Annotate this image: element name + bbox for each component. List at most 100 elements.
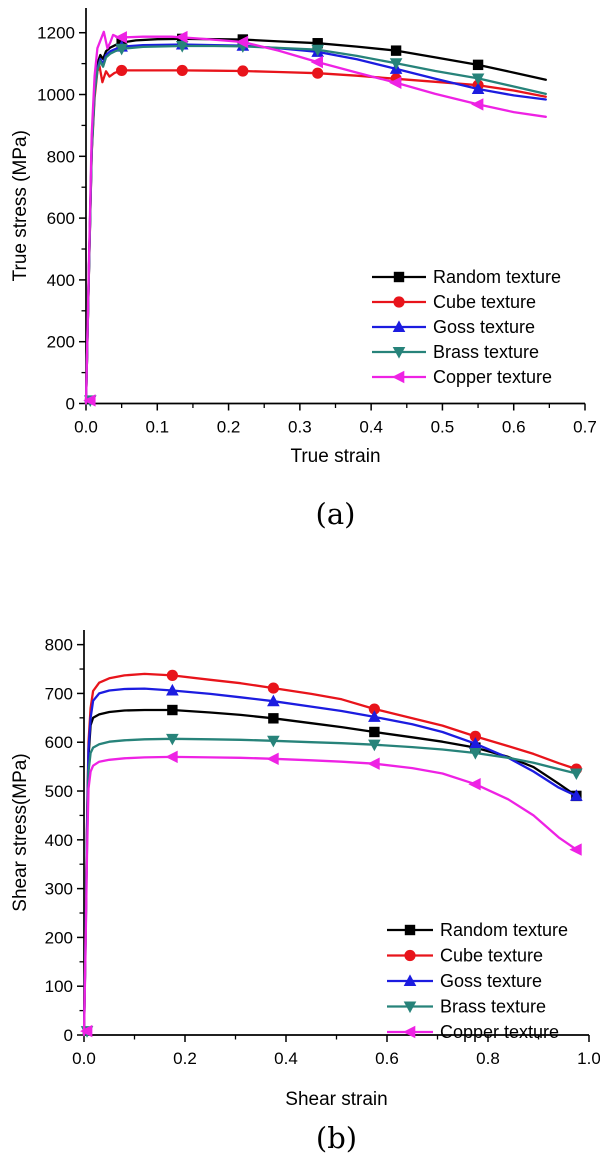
triangle-down-marker xyxy=(570,768,583,781)
series-brass-texture xyxy=(80,733,583,1038)
legend: Random texture Cube texture Goss texture Br… xyxy=(387,920,568,1042)
x-tick-label: 0.6 xyxy=(502,418,526,437)
y-tick-label: 1000 xyxy=(37,86,75,105)
triangle-down-marker xyxy=(267,735,280,748)
legend-label: Copper texture xyxy=(440,1022,559,1042)
legend-entry-goss-texture: Goss texture xyxy=(387,971,542,991)
square-marker xyxy=(393,271,405,283)
triangle-left-marker xyxy=(569,843,582,856)
y-axis-title: Shear stress(MPa) xyxy=(10,753,31,911)
triangle-left-marker xyxy=(392,370,405,384)
legend-label: Random texture xyxy=(433,267,561,287)
triangle-down-marker xyxy=(115,43,128,56)
y-tick-label: 200 xyxy=(45,928,73,947)
square-marker xyxy=(404,924,416,936)
y-tick-label: 800 xyxy=(47,147,75,166)
triangle-up-marker xyxy=(368,710,381,722)
triangle-down-marker xyxy=(166,733,179,746)
series-copper-texture xyxy=(83,30,547,407)
x-tick-label: 0.2 xyxy=(173,1049,197,1068)
axis-ticks: 0.0 0.1 0.2 0.3 0.4 0.5 0.6 0.7 0 200 400 600 800 100… xyxy=(37,24,597,437)
legend-label: Cube texture xyxy=(433,292,536,312)
series-line-copper-texture xyxy=(84,30,547,405)
circle-marker xyxy=(393,296,405,308)
triangle-up-marker xyxy=(403,974,417,986)
legend-label: Goss texture xyxy=(440,971,542,991)
square-marker xyxy=(369,726,380,738)
series-goss-texture xyxy=(82,683,583,1037)
triangle-down-marker xyxy=(392,347,406,359)
square-marker xyxy=(390,45,402,56)
circle-marker xyxy=(368,703,380,715)
legend: Random texture Cube texture Goss texture Br… xyxy=(372,267,561,387)
x-tick-label: 0.3 xyxy=(288,418,312,437)
triangle-left-marker xyxy=(235,35,249,49)
x-tick-label: 1.0 xyxy=(577,1049,600,1068)
x-tick-label: 0.5 xyxy=(431,418,455,437)
series-line-brass-texture xyxy=(82,737,578,1037)
x-tick-label: 0.7 xyxy=(573,418,597,437)
y-tick-label: 300 xyxy=(45,880,73,899)
y-axis-title: True stress (MPa) xyxy=(10,130,31,281)
legend-label: Cube texture xyxy=(440,946,543,966)
legend-label: Brass texture xyxy=(433,342,539,362)
triangle-left-marker xyxy=(468,777,481,791)
panel-caption: (b) xyxy=(316,1121,357,1155)
y-tick-label: 0 xyxy=(64,1026,73,1045)
legend-entry-brass-texture: Brass texture xyxy=(387,997,546,1017)
triangle-up-marker xyxy=(471,82,485,94)
triangle-left-marker xyxy=(175,30,188,44)
triangle-down-marker xyxy=(368,739,381,752)
series-line-brass-texture xyxy=(84,44,547,405)
circle-marker xyxy=(312,67,324,79)
series-line-goss-texture xyxy=(82,687,578,1037)
triangle-left-marker xyxy=(310,55,323,69)
series-line-copper-texture xyxy=(82,755,578,1037)
square-marker xyxy=(472,59,484,71)
x-tick-label: 0.8 xyxy=(476,1049,500,1068)
circle-marker xyxy=(116,64,128,77)
triangle-down-marker xyxy=(469,747,482,760)
legend-entry-copper-texture: Copper texture xyxy=(387,1022,559,1042)
square-marker xyxy=(312,38,323,49)
chart-a: 0.0 0.1 0.2 0.3 0.4 0.5 0.6 0.7 0 200 400 600 800 100… xyxy=(10,8,597,531)
y-tick-label: 400 xyxy=(47,271,75,290)
circle-marker xyxy=(469,730,481,742)
y-tick-label: 1200 xyxy=(37,24,75,43)
y-tick-label: 600 xyxy=(47,209,75,228)
y-tick-label: 600 xyxy=(45,733,73,752)
triangle-down-marker xyxy=(175,41,189,53)
x-tick-label: 0.4 xyxy=(359,418,383,437)
triangle-down-marker xyxy=(311,44,324,57)
y-tick-label: 400 xyxy=(45,831,73,850)
legend-entry-copper-texture: Copper texture xyxy=(372,367,552,387)
triangle-up-marker xyxy=(166,683,179,696)
panel-caption: (a) xyxy=(316,497,356,531)
chart-b: 0.0 0.2 0.4 0.6 0.8 1.0 0 100 200 300 400 500 600 700… xyxy=(10,630,600,1155)
series-brass-texture xyxy=(83,41,547,408)
y-tick-label: 700 xyxy=(45,684,73,703)
legend-entry-random-texture: Random texture xyxy=(372,267,561,287)
legend-entry-cube-texture: Cube texture xyxy=(372,292,536,312)
x-tick-label: 0.4 xyxy=(274,1049,298,1068)
legend-label: Random texture xyxy=(440,920,568,940)
x-tick-label: 0.6 xyxy=(375,1049,399,1068)
triangle-left-marker xyxy=(114,31,127,44)
axis-ticks: 0.0 0.2 0.4 0.6 0.8 1.0 0 100 200 300 400 500 600 700… xyxy=(45,636,600,1068)
legend-label: Goss texture xyxy=(433,317,535,337)
triangle-down-marker xyxy=(471,73,485,86)
triangle-up-marker xyxy=(570,789,583,801)
circle-marker xyxy=(237,65,249,77)
triangle-left-marker xyxy=(389,76,402,89)
legend-entry-brass-texture: Brass texture xyxy=(372,342,539,362)
triangle-left-marker xyxy=(266,752,279,766)
y-tick-label: 500 xyxy=(45,782,73,801)
triangle-up-marker xyxy=(267,694,280,707)
circle-marker xyxy=(166,669,178,681)
triangle-down-marker xyxy=(403,1001,417,1014)
y-tick-label: 0 xyxy=(66,395,75,414)
legend-label: Brass texture xyxy=(440,997,546,1017)
triangle-left-marker xyxy=(165,750,178,764)
